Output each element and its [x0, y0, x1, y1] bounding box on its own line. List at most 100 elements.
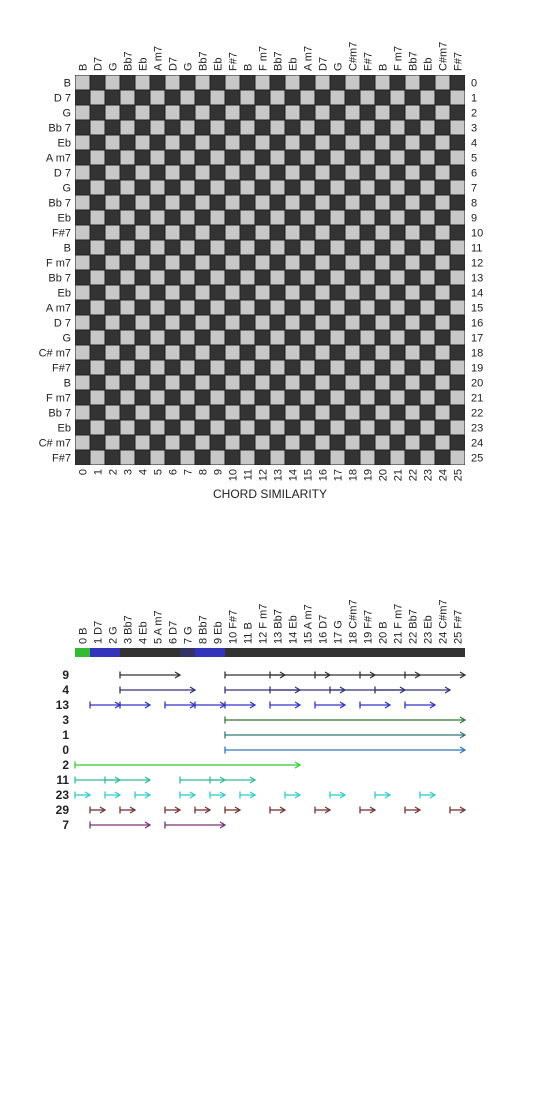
matrix-column-label: C#m7 [438, 42, 450, 71]
matrix-cell [106, 76, 120, 90]
matrix-cell [76, 376, 90, 390]
matrix-cell [91, 271, 105, 285]
matrix-cell [391, 76, 405, 90]
matrix-cell [331, 271, 345, 285]
matrix-cell [271, 316, 285, 330]
matrix-cell [76, 241, 90, 255]
similarity-matrix-grid [75, 75, 465, 465]
matrix-cell [346, 346, 360, 360]
matrix-cell [391, 391, 405, 405]
matrix-cell [181, 136, 195, 150]
matrix-cell [211, 331, 225, 345]
matrix-cell [256, 241, 270, 255]
matrix-cell [241, 406, 255, 420]
matrix-column-index: 14 [288, 469, 300, 481]
matrix-cell [361, 166, 375, 180]
timeline-column-label: 10 F#7 [228, 610, 240, 644]
matrix-cell [181, 241, 195, 255]
matrix-cell [136, 361, 150, 375]
matrix-cell [226, 421, 240, 435]
matrix-row-index: 19 [471, 363, 483, 375]
matrix-cell [211, 256, 225, 270]
matrix-cell [196, 436, 210, 450]
matrix-cell [406, 76, 420, 90]
matrix-column-index: 10 [228, 469, 240, 481]
matrix-cell [211, 91, 225, 105]
matrix-cell [196, 256, 210, 270]
matrix-cell [421, 346, 435, 360]
matrix-cell [151, 106, 165, 120]
matrix-cell [151, 331, 165, 345]
matrix-row-label: F#7 [52, 228, 71, 240]
matrix-cell [256, 91, 270, 105]
matrix-cell [151, 241, 165, 255]
matrix-cell [406, 361, 420, 375]
matrix-cell [121, 121, 135, 135]
matrix-cell [436, 376, 450, 390]
matrix-column-index: 18 [348, 469, 360, 481]
matrix-cell [316, 271, 330, 285]
matrix-cell [166, 241, 180, 255]
matrix-column-index: 25 [453, 469, 465, 481]
matrix-cell [256, 361, 270, 375]
matrix-cell [136, 406, 150, 420]
matrix-cell [76, 91, 90, 105]
matrix-cell [166, 91, 180, 105]
matrix-cell [166, 391, 180, 405]
matrix-cell [256, 286, 270, 300]
matrix-cell [181, 166, 195, 180]
timeline-column-label: 15 A m7 [303, 604, 315, 644]
matrix-cell [361, 106, 375, 120]
timeline-bar-segment [90, 648, 120, 657]
matrix-cell [121, 181, 135, 195]
matrix-row-label: F#7 [52, 453, 71, 465]
matrix-row-index: 8 [471, 198, 477, 210]
timeline-bar-segment [180, 648, 195, 657]
matrix-cell [91, 256, 105, 270]
matrix-cell [271, 421, 285, 435]
matrix-cell [136, 301, 150, 315]
matrix-cell [211, 436, 225, 450]
matrix-cell [76, 361, 90, 375]
matrix-cell [211, 241, 225, 255]
matrix-cell [226, 301, 240, 315]
matrix-cell [361, 241, 375, 255]
pattern-label: 2 [62, 758, 69, 772]
matrix-cell [226, 121, 240, 135]
matrix-cell [406, 211, 420, 225]
pattern-occurrence [90, 807, 105, 814]
matrix-cell [151, 256, 165, 270]
matrix-cell [331, 121, 345, 135]
matrix-column-label: G [333, 62, 345, 71]
matrix-cell [91, 316, 105, 330]
matrix-cell [211, 346, 225, 360]
matrix-cell [106, 316, 120, 330]
matrix-row-label: Bb 7 [48, 198, 71, 210]
matrix-cell [286, 151, 300, 165]
pattern-occurrence [285, 792, 300, 799]
matrix-title: CHORD SIMILARITY [213, 487, 327, 501]
matrix-cell [241, 211, 255, 225]
matrix-cell [166, 361, 180, 375]
matrix-cell [91, 121, 105, 135]
pattern-label: 0 [62, 743, 69, 757]
matrix-cell [286, 451, 300, 465]
matrix-cell [166, 76, 180, 90]
matrix-cell [226, 241, 240, 255]
matrix-cell [271, 376, 285, 390]
matrix-cell [211, 226, 225, 240]
matrix-cell [361, 211, 375, 225]
matrix-cell [91, 91, 105, 105]
matrix-column-index: 4 [138, 469, 150, 475]
matrix-cell [316, 436, 330, 450]
matrix-cell [166, 406, 180, 420]
matrix-cell [391, 91, 405, 105]
matrix-cell [136, 451, 150, 465]
matrix-cell [451, 211, 465, 225]
matrix-row-index: 2 [471, 108, 477, 120]
matrix-row-index: 1 [471, 93, 477, 105]
matrix-cell [196, 241, 210, 255]
matrix-cell [286, 376, 300, 390]
matrix-cell [106, 181, 120, 195]
matrix-cell [226, 271, 240, 285]
